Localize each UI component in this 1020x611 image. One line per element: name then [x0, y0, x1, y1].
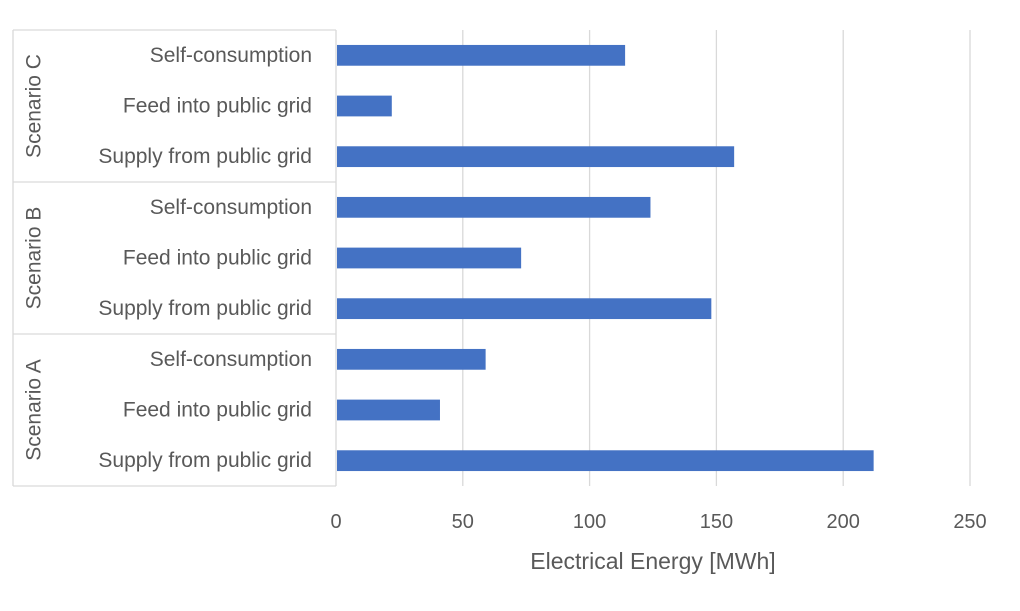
x-tick-label: 0 [330, 511, 341, 533]
bar [337, 44, 626, 66]
category-label: Self-consumption [150, 348, 312, 371]
category-label: Supply from public grid [98, 449, 312, 472]
category-labels: Self-consumption Feed into public grid Sup… [98, 44, 312, 472]
bars [337, 44, 874, 472]
bar [337, 399, 440, 421]
category-label: Self-consumption [150, 196, 312, 219]
category-label: Supply from public grid [98, 297, 312, 320]
group-label: Scenario A [23, 359, 46, 461]
category-label: Feed into public grid [123, 95, 312, 118]
bar [337, 450, 874, 472]
x-axis-title: Electrical Energy [MWh] [530, 548, 775, 574]
x-tick-label: 250 [953, 511, 986, 533]
x-tick-labels: 0 50 100 150 200 250 [330, 511, 986, 533]
bar [337, 348, 486, 370]
category-label: Self-consumption [150, 44, 312, 67]
gridlines [462, 30, 971, 486]
x-tick-label: 100 [573, 511, 606, 533]
x-tick-label: 150 [700, 511, 733, 533]
group-labels: Scenario C Scenario B Scenario A [23, 54, 46, 461]
x-tick-label: 200 [827, 511, 860, 533]
category-label: Feed into public grid [123, 247, 312, 270]
bar [337, 247, 522, 269]
bar [337, 146, 735, 168]
bar [337, 196, 651, 218]
bar [337, 298, 712, 320]
x-tick-label: 50 [452, 511, 474, 533]
group-label: Scenario C [23, 54, 46, 158]
category-label: Feed into public grid [123, 399, 312, 422]
category-label: Supply from public grid [98, 145, 312, 168]
category-axis [12, 29, 337, 487]
bar [337, 95, 392, 117]
group-label: Scenario B [23, 207, 46, 310]
